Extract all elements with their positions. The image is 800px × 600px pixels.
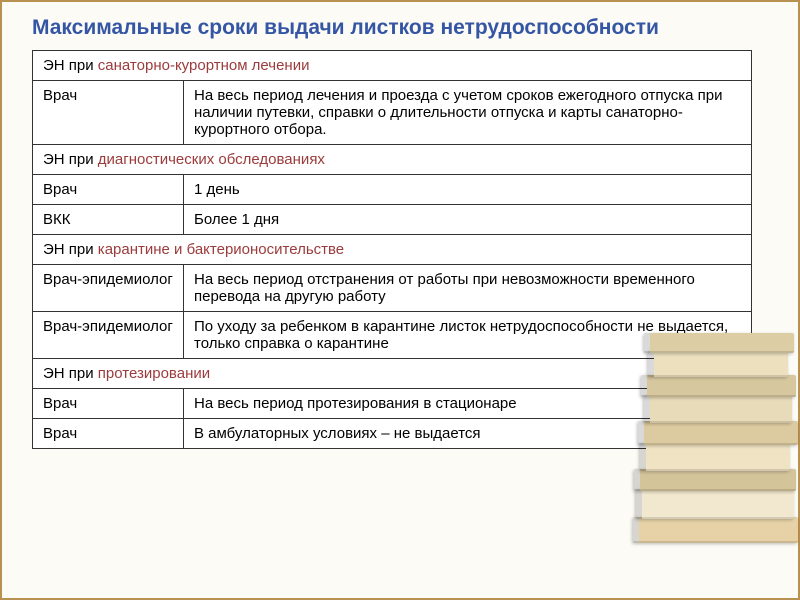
- cell-col2: Более 1 дня: [184, 205, 752, 235]
- slide-title: Максимальные сроки выдачи листков нетруд…: [2, 2, 798, 50]
- header-prefix: ЭН при: [43, 57, 98, 74]
- cell-col1: Врач: [33, 389, 184, 419]
- cell-col2: По уходу за ребенком в карантине листок …: [184, 312, 752, 359]
- section-header: ЭН при карантине и бактерионосительстве: [33, 235, 752, 265]
- header-accent: санаторно-курортном лечении: [98, 57, 310, 74]
- header-accent: диагностических обследованиях: [98, 151, 325, 168]
- cell-col2: В амбулаторных условиях – не выдается: [184, 419, 752, 449]
- section-header: ЭН при санаторно-курортном лечении: [33, 51, 752, 81]
- cell-col2: 1 день: [184, 175, 752, 205]
- cell-col2: На весь период лечения и проезда с учето…: [184, 81, 752, 145]
- cell-col1: ВКК: [33, 205, 184, 235]
- header-prefix: ЭН при: [43, 365, 98, 382]
- cell-col1: Врач: [33, 419, 184, 449]
- book-icon: [634, 469, 796, 491]
- book-icon: [636, 489, 794, 519]
- header-accent: карантине и бактерионосительстве: [98, 241, 344, 258]
- cell-col1: Врач: [33, 175, 184, 205]
- cell-col2: На весь период отстранения от работы при…: [184, 265, 752, 312]
- header-accent: протезировании: [98, 365, 210, 382]
- book-icon: [633, 517, 798, 543]
- cell-col1: Врач: [33, 81, 184, 145]
- main-table: ЭН при санаторно-курортном лечении Врач …: [32, 50, 752, 449]
- cell-col1: Врач-эпидемиолог: [33, 312, 184, 359]
- section-header: ЭН при протезировании: [33, 359, 752, 389]
- cell-col2: На весь период протезирования в стациона…: [184, 389, 752, 419]
- header-prefix: ЭН при: [43, 241, 98, 258]
- header-prefix: ЭН при: [43, 151, 98, 168]
- cell-col1: Врач-эпидемиолог: [33, 265, 184, 312]
- section-header: ЭН при диагностических обследованиях: [33, 145, 752, 175]
